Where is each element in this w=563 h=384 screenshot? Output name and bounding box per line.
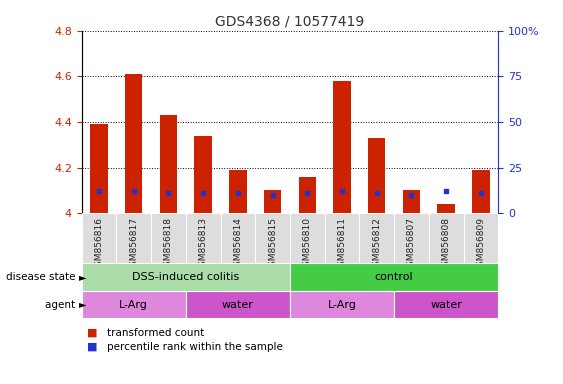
Text: GSM856810: GSM856810 [303, 217, 312, 272]
Text: ■: ■ [87, 328, 98, 338]
Text: GSM856807: GSM856807 [407, 217, 416, 272]
Bar [359, 213, 394, 263]
Bar [160, 115, 177, 213]
Bar [255, 213, 290, 263]
Text: water: water [430, 300, 462, 310]
Text: GSM856812: GSM856812 [372, 217, 381, 272]
Bar [463, 213, 498, 263]
Text: GSM856818: GSM856818 [164, 217, 173, 272]
Text: ►: ► [79, 300, 86, 310]
Text: GSM856813: GSM856813 [199, 217, 208, 272]
Bar [325, 213, 359, 263]
Text: percentile rank within the sample: percentile rank within the sample [107, 342, 283, 352]
Text: water: water [222, 300, 254, 310]
Bar [429, 213, 463, 263]
Bar [229, 170, 247, 213]
Bar [368, 138, 386, 213]
Bar [125, 74, 142, 213]
Bar [194, 136, 212, 213]
Bar [290, 263, 498, 291]
Text: DSS-induced colitis: DSS-induced colitis [132, 272, 239, 282]
Bar [221, 213, 255, 263]
Text: GSM856815: GSM856815 [268, 217, 277, 272]
Bar [82, 213, 117, 263]
Text: disease state: disease state [6, 272, 79, 282]
Text: control: control [375, 272, 413, 282]
Bar [264, 190, 282, 213]
Text: L-Arg: L-Arg [119, 300, 148, 310]
Bar [333, 81, 351, 213]
Text: GSM856808: GSM856808 [442, 217, 450, 272]
Title: GDS4368 / 10577419: GDS4368 / 10577419 [215, 14, 365, 28]
Bar [82, 263, 290, 291]
Bar [437, 204, 455, 213]
Text: ►: ► [79, 272, 86, 282]
Bar [82, 291, 186, 318]
Text: GSM856814: GSM856814 [234, 217, 242, 272]
Bar [472, 170, 490, 213]
Bar [90, 124, 108, 213]
Text: GSM856809: GSM856809 [476, 217, 485, 272]
Bar [394, 291, 498, 318]
Bar [298, 177, 316, 213]
Text: transformed count: transformed count [107, 328, 204, 338]
Text: GSM856817: GSM856817 [129, 217, 138, 272]
Bar [186, 291, 290, 318]
Bar [117, 213, 151, 263]
Bar [394, 213, 429, 263]
Bar [151, 213, 186, 263]
Text: ■: ■ [87, 342, 98, 352]
Text: GSM856811: GSM856811 [338, 217, 346, 272]
Text: GSM856816: GSM856816 [95, 217, 104, 272]
Bar [403, 190, 420, 213]
Bar [186, 213, 221, 263]
Bar [290, 291, 394, 318]
Bar [290, 213, 325, 263]
Text: agent: agent [46, 300, 79, 310]
Text: L-Arg: L-Arg [328, 300, 356, 310]
